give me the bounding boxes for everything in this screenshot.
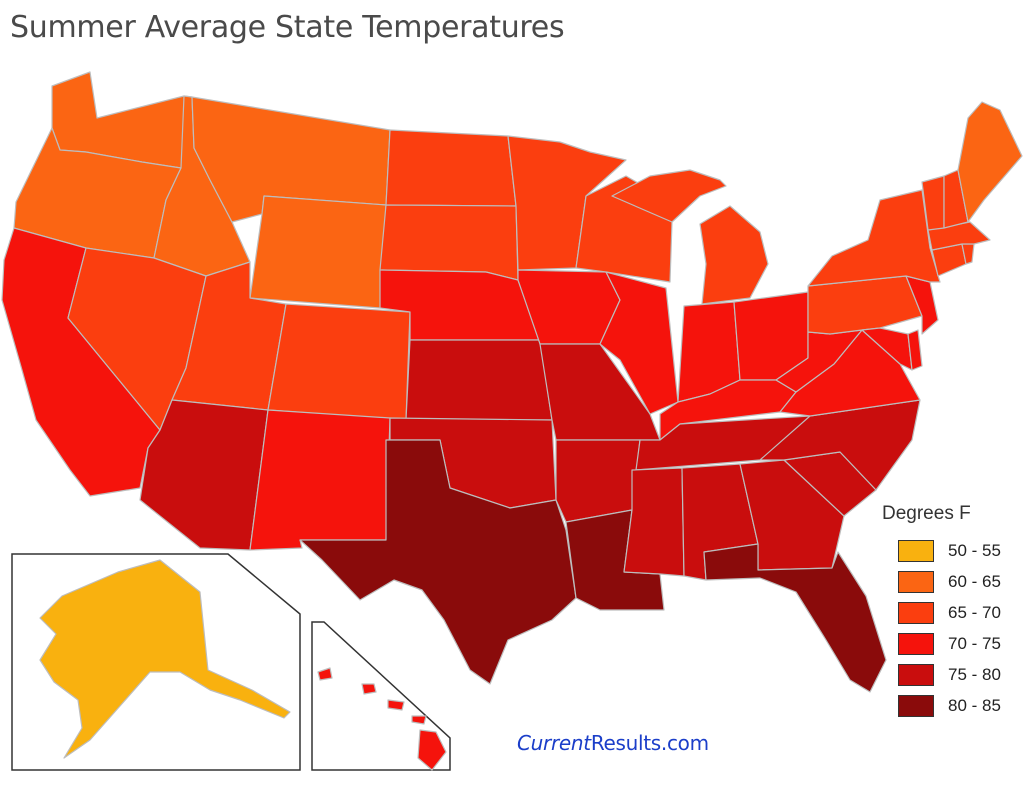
state-ar xyxy=(555,439,641,523)
credit-part-current: Current xyxy=(517,731,591,755)
state-hi xyxy=(317,667,447,771)
legend-label: 70 - 75 xyxy=(948,633,1001,653)
state-nd xyxy=(385,129,517,207)
legend-item: 75 - 80 xyxy=(882,659,1022,690)
state-nm xyxy=(249,409,391,551)
state-me xyxy=(957,101,1023,223)
state-il xyxy=(599,271,679,415)
legend-label: 75 - 80 xyxy=(948,664,1001,684)
hawaii-inset-frame xyxy=(311,621,451,771)
map-title: Summer Average State Temperatures xyxy=(10,10,565,45)
legend-swatch xyxy=(898,663,934,686)
legend-label: 65 - 70 xyxy=(948,602,1001,622)
source-credit[interactable]: CurrentResults.com xyxy=(517,731,709,755)
state-sd xyxy=(379,204,519,281)
legend-item: 70 - 75 xyxy=(882,628,1022,659)
state-ma xyxy=(927,221,991,251)
legend-label: 50 - 55 xyxy=(948,540,1001,560)
legend-swatch xyxy=(898,601,934,624)
legend-item: 50 - 55 xyxy=(882,535,1022,566)
state-wy xyxy=(249,195,387,309)
legend-swatch xyxy=(898,694,934,717)
legend-swatch xyxy=(898,570,934,593)
legend-item: 80 - 85 xyxy=(882,690,1022,721)
map-legend: Degrees F 50 - 55 60 - 65 65 - 70 70 - 75 75… xyxy=(882,503,1022,721)
legend-label: 80 - 85 xyxy=(948,695,1001,715)
legend-label: 60 - 65 xyxy=(948,571,1001,591)
legend-swatch xyxy=(898,539,934,562)
state-ny xyxy=(807,189,941,287)
legend-item: 65 - 70 xyxy=(882,597,1022,628)
state-co xyxy=(267,303,411,421)
legend-title: Degrees F xyxy=(882,503,971,524)
state-mi xyxy=(611,169,769,305)
state-ak xyxy=(39,559,291,759)
state-de xyxy=(907,329,923,371)
legend-item: 60 - 65 xyxy=(882,566,1022,597)
state-ks xyxy=(405,339,553,421)
credit-part-results: Results.com xyxy=(590,731,709,755)
legend-swatch xyxy=(898,632,934,655)
state-fl xyxy=(703,543,887,693)
state-tx xyxy=(299,439,577,685)
state-ms xyxy=(623,467,685,577)
